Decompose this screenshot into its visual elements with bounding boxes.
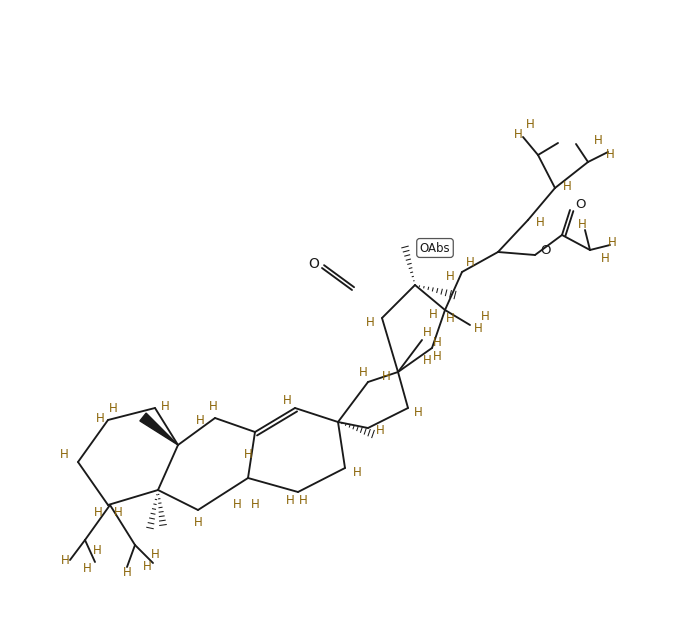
Text: H: H [375, 424, 384, 437]
Text: H: H [143, 561, 152, 574]
Text: H: H [243, 449, 252, 462]
Text: H: H [150, 548, 159, 561]
Text: H: H [474, 322, 483, 334]
Text: H: H [423, 325, 431, 338]
Text: H: H [601, 251, 609, 264]
Text: H: H [92, 543, 101, 556]
Text: H: H [536, 215, 545, 228]
Text: H: H [365, 316, 374, 329]
Text: H: H [61, 554, 69, 566]
Text: H: H [414, 406, 423, 419]
Text: O: O [309, 257, 319, 271]
Text: H: H [563, 179, 572, 192]
Text: H: H [160, 399, 169, 413]
Text: H: H [59, 448, 68, 460]
Text: H: H [299, 493, 307, 507]
Text: H: H [193, 516, 202, 529]
Text: H: H [423, 354, 431, 367]
Text: H: H [594, 134, 603, 147]
Polygon shape [140, 413, 178, 445]
Text: H: H [83, 561, 92, 574]
Text: H: H [251, 498, 259, 511]
Text: H: H [94, 507, 102, 520]
Text: H: H [446, 311, 454, 325]
Text: H: H [514, 129, 522, 141]
Text: OAbs: OAbs [420, 242, 450, 255]
Text: H: H [433, 350, 441, 363]
Text: O: O [575, 199, 586, 212]
Text: H: H [466, 255, 474, 269]
Text: H: H [481, 311, 489, 323]
Text: H: H [195, 413, 204, 426]
Text: H: H [381, 370, 390, 383]
Text: O: O [540, 244, 551, 257]
Text: H: H [286, 493, 295, 507]
Text: H: H [606, 147, 615, 161]
Text: H: H [526, 118, 534, 132]
Text: H: H [96, 412, 104, 424]
Text: H: H [233, 498, 241, 511]
Text: H: H [353, 467, 361, 480]
Text: H: H [282, 394, 291, 406]
Text: H: H [114, 507, 123, 520]
Text: H: H [109, 401, 117, 415]
Text: H: H [446, 271, 454, 284]
Text: H: H [429, 309, 437, 322]
Text: H: H [608, 235, 617, 248]
Text: H: H [359, 365, 367, 379]
Text: H: H [123, 566, 131, 579]
Text: H: H [433, 336, 441, 349]
Text: H: H [209, 399, 218, 413]
Text: H: H [578, 219, 586, 231]
Text: Oᴀbs: Oᴀbs [421, 243, 449, 253]
